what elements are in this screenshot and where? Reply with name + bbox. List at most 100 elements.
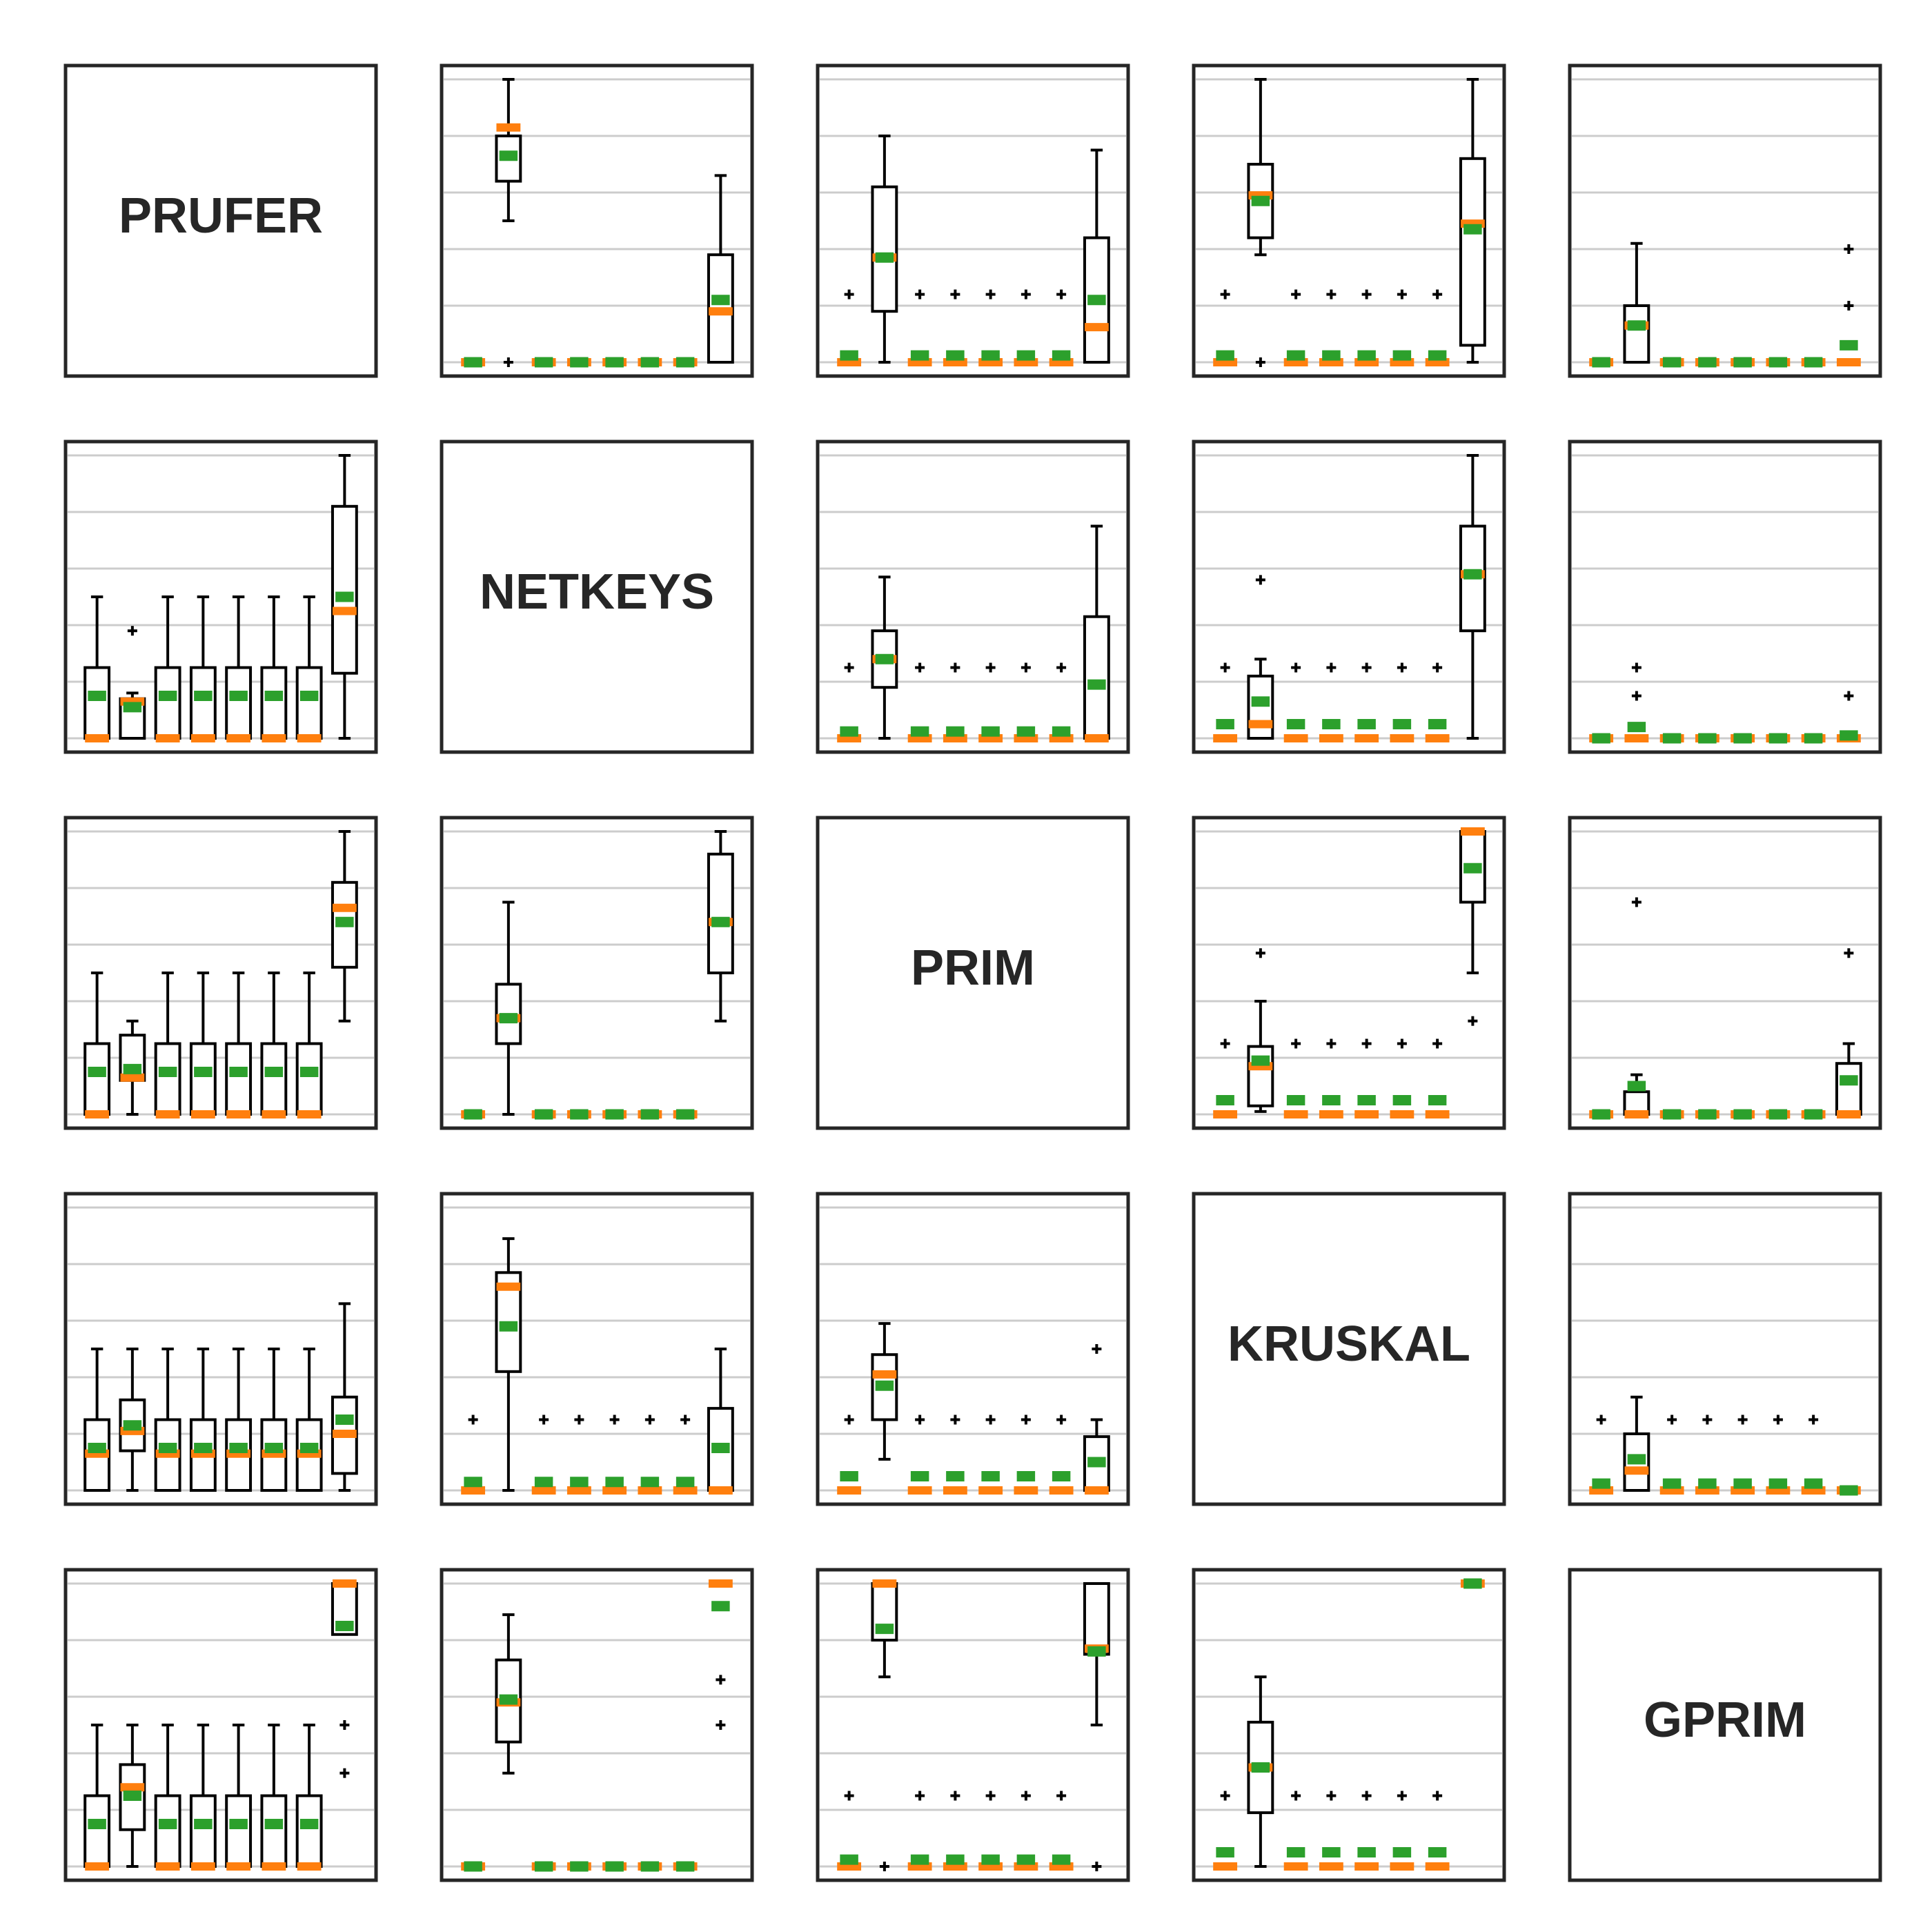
grid-lines [1196,1582,1502,1868]
panel-2-3 [1196,827,1502,1118]
panel-3-1 [444,1206,750,1495]
boxplot-6 [673,1414,698,1495]
boxplot-3 [1319,1791,1343,1871]
flier-0 [1397,1791,1407,1801]
grid-lines [444,78,750,364]
boxplot-3 [189,595,217,742]
boxplot-2 [154,1348,181,1492]
panel-frame-1-1 [440,440,754,754]
flier-0 [574,1414,584,1425]
boxplot-7 [331,1579,358,1778]
flier-0 [1326,1038,1337,1049]
panel-frame-3-4 [1568,1192,1882,1506]
panel-frame-2-1 [440,816,754,1130]
flier-0 [1432,1038,1443,1049]
flier-0 [1092,1344,1102,1354]
flier-0 [1291,1038,1301,1049]
boxplot-4 [1354,662,1379,742]
flier-0 [1021,662,1031,673]
boxplot-6 [295,595,323,742]
boxplot-5 [1390,662,1414,742]
boxplot-4 [978,289,1003,366]
boxplot-3 [189,972,217,1118]
boxplot-3 [943,662,967,742]
iqr-box [225,1042,253,1116]
boxplot-7 [1459,827,1486,1026]
boxplot-0 [1213,1038,1238,1118]
iqr-box [1835,1062,1862,1116]
boxplot-4 [225,1348,253,1492]
boxplot-1 [1623,1395,1650,1492]
boxplot-3 [566,1414,591,1495]
flier-0 [468,1414,478,1425]
flier-0 [950,662,960,673]
boxplot-5 [260,595,288,742]
flier-1 [339,1720,350,1730]
iqr-box [260,1794,288,1868]
diag-label-4: GPRIM [1644,1693,1806,1748]
panel-frame-3-0 [63,1192,378,1506]
flier-0 [915,289,925,299]
boxplot-2 [531,1414,556,1495]
iqr-box [154,1794,181,1868]
boxplot-6 [1425,289,1450,366]
panel-1-0 [68,454,374,742]
flier-0 [1056,1791,1067,1801]
panel-0-1 [444,78,750,368]
boxplot-7 [1083,148,1110,364]
flier-0 [1092,1862,1102,1871]
flier-0 [1255,948,1265,958]
boxplot-2 [907,1414,932,1495]
flier-0 [985,1791,996,1801]
boxplot-4 [978,662,1003,742]
boxplot-1 [119,626,146,740]
panel-frame-1-4 [1568,440,1882,754]
panel-1-2 [820,454,1126,742]
grid-lines [68,830,374,1116]
iqr-box [1083,1582,1110,1656]
boxplot-3 [1695,1414,1719,1495]
iqr-box [295,666,323,740]
boxplot-4 [602,1414,627,1495]
boxplot-0 [1213,662,1238,742]
boxplot-6 [1049,289,1074,366]
grid-lines [1196,78,1502,364]
grid-lines [1572,830,1878,1116]
boxplot-1 [871,1579,898,1871]
boxplot-6 [1425,662,1450,742]
panel-frame-0-4 [1568,63,1882,378]
flier-0 [1056,662,1067,673]
flier-0 [339,1768,350,1778]
flier-0 [1291,662,1301,673]
boxplot-2 [907,289,932,366]
diagonal-labels: PRUFER NETKEYS PRIM KRUSKAL GPRIM [119,188,1806,1748]
flier-1 [1631,662,1642,673]
flier-0 [1021,1414,1031,1425]
flier-0 [1021,1791,1031,1801]
boxplot-0 [83,1348,111,1492]
panel-frame-2-2 [816,816,1130,1130]
boxplot-7 [331,830,358,1023]
flier-0 [915,662,925,673]
boxplot-1 [1623,241,1650,364]
boxplot-5 [1014,289,1038,366]
boxplot-0 [1213,289,1238,366]
boxplot-5 [1766,1414,1791,1495]
boxplot-5 [1014,1791,1038,1871]
flier-0 [1737,1414,1748,1425]
boxplot-6 [295,1348,323,1492]
flier-0 [1255,357,1265,367]
boxplot-1 [1247,948,1274,1113]
grid-lines [444,1206,750,1492]
grid-lines [820,454,1126,740]
flier-0 [1326,289,1337,299]
boxplot-7 [1083,1582,1110,1871]
iqr-box [1459,157,1486,347]
flier-0 [716,1720,726,1730]
flier-0 [1844,948,1854,958]
boxplot-4 [978,1791,1003,1871]
flier-0 [1326,1791,1337,1801]
boxplot-7 [708,1579,733,1730]
flier-0 [539,1414,549,1425]
